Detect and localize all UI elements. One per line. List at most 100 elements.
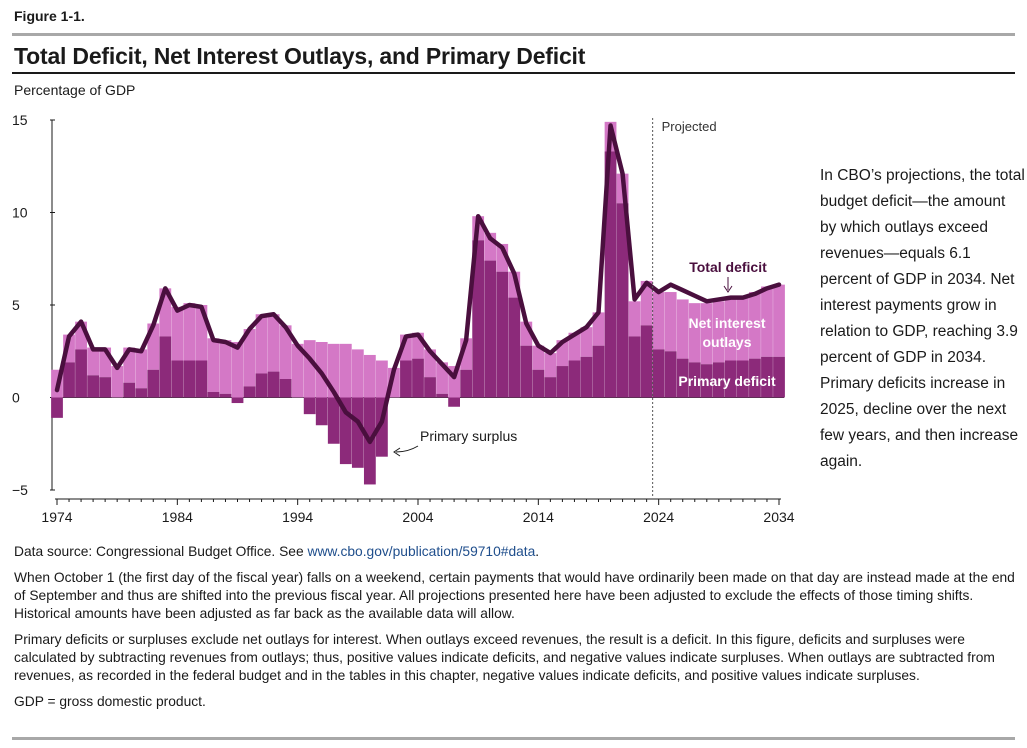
net-interest-bar (195, 305, 208, 361)
net-interest-bar (484, 232, 497, 261)
data-source: Data source: Congressional Budget Office… (14, 543, 1019, 561)
net-interest-label-1: Net interest (688, 315, 765, 331)
net-interest-bar (376, 360, 388, 398)
primary-deficit-bar (484, 260, 497, 398)
side-note: In CBO’s projections, the total budget d… (820, 167, 1025, 470)
x-tick-label: 2004 (402, 509, 433, 525)
primary-deficit-bar (712, 362, 725, 398)
net-interest-bar (111, 366, 124, 398)
note-paragraph-1: When October 1 (the first day of the fis… (14, 570, 1015, 621)
primary-deficit-bar (532, 369, 545, 398)
primary-deficit-bar (628, 336, 641, 398)
primary-deficit-bar (255, 373, 268, 398)
primary-deficit-bar (724, 360, 737, 398)
primary-deficit-bar (700, 364, 713, 398)
primary-deficit-bar (436, 393, 448, 398)
primary-surplus-bar (327, 397, 340, 444)
y-tick-label: 10 (12, 205, 28, 221)
primary-deficit-bar (412, 358, 424, 398)
net-interest-bar (688, 303, 701, 363)
primary-deficit-bar (616, 203, 629, 398)
primary-deficit-bar (207, 391, 220, 398)
net-interest-bar (400, 334, 412, 361)
primary-surplus-arrowhead (393, 447, 401, 457)
primary-deficit-bar (592, 345, 605, 398)
net-interest-bar (761, 286, 773, 357)
primary-deficit-bar (580, 356, 593, 398)
axis-ticks: 15 10 5 0 −5 1974 1984 1994 2004 2014 2024 2034 (12, 112, 795, 525)
primary-deficit-bar (279, 379, 292, 398)
primary-surplus-label: Primary surplus (420, 428, 517, 444)
net-interest-bar (724, 297, 737, 361)
x-tick-label: 1984 (162, 509, 193, 525)
net-interest-bar (291, 343, 304, 398)
notes: Data source: Congressional Budget Office… (14, 543, 1019, 719)
primary-deficit-bar (147, 369, 160, 398)
net-interest-bar (255, 314, 268, 374)
primary-deficit-bar (664, 351, 677, 398)
x-tick-label: 2014 (523, 509, 554, 525)
primary-deficit-bar (75, 349, 87, 398)
net-interest-bar (412, 332, 424, 359)
net-interest-bar (424, 349, 436, 378)
bottom-rule (12, 737, 1015, 740)
net-interest-bar (87, 347, 99, 376)
y-axis-label: Percentage of GDP (14, 82, 136, 98)
note-paragraph-3: GDP = gross domestic product. (14, 694, 206, 709)
primary-deficit-label: Primary deficit (678, 373, 776, 389)
net-interest-bar (231, 342, 244, 398)
net-interest-bar (640, 280, 653, 326)
y-tick-label: 5 (12, 297, 20, 313)
net-interest-bar (363, 354, 376, 398)
net-interest-bar (303, 340, 316, 398)
data-source-suffix: . (535, 544, 540, 559)
net-interest-bar (388, 367, 400, 398)
primary-surplus-bar (351, 397, 364, 468)
total-deficit-label: Total deficit (689, 259, 767, 275)
data-source-link[interactable]: www.cbo.gov/publication/59710#data (307, 544, 536, 559)
primary-deficit-bar (460, 369, 473, 398)
data-source-prefix: Data source: Congressional Budget Office… (14, 544, 308, 559)
primary-deficit-bar (424, 377, 436, 398)
primary-deficit-bar (640, 325, 653, 398)
primary-deficit-bar (195, 360, 208, 398)
net-interest-bar (243, 329, 256, 387)
primary-deficit-bar (63, 362, 75, 398)
top-rule (12, 33, 1015, 36)
x-tick-label: 2034 (763, 509, 794, 525)
net-interest-bar (327, 343, 340, 398)
net-interest-bar (556, 340, 569, 367)
y-tick-label: 0 (12, 390, 20, 406)
x-tick-label: 1994 (282, 509, 313, 525)
net-interest-bar (159, 288, 172, 337)
primary-surplus-bar (303, 397, 316, 415)
net-interest-bar (508, 271, 521, 298)
primary-deficit-bar (688, 362, 701, 398)
net-interest-bar (315, 342, 328, 398)
net-interest-bar (63, 334, 75, 363)
primary-surplus-bar (231, 397, 244, 404)
primary-deficit-bar (87, 375, 99, 398)
primary-deficit-bar (183, 360, 196, 398)
primary-deficit-bar (400, 360, 412, 398)
primary-deficit-bar (508, 297, 521, 398)
net-interest-bar (712, 301, 725, 363)
primary-surplus-bar (448, 397, 460, 407)
net-interest-bar (580, 327, 593, 357)
primary-deficit-bar (267, 371, 280, 398)
net-interest-bar (749, 292, 761, 359)
net-interest-bar (628, 301, 641, 337)
net-interest-bar (99, 347, 112, 378)
net-interest-bar (171, 306, 184, 361)
x-tick-label: 1974 (41, 509, 72, 525)
net-interest-bar (520, 321, 533, 346)
net-interest-bar (568, 332, 581, 361)
net-interest-bar (496, 243, 509, 272)
primary-deficit-bar (472, 240, 485, 398)
net-interest-bar (436, 362, 448, 394)
chart-title: Total Deficit, Net Interest Outlays, and… (14, 43, 586, 69)
primary-deficit-bar (123, 382, 136, 398)
primary-surplus-arrow (395, 445, 419, 453)
primary-surplus-bar (376, 397, 388, 457)
primary-deficit-bar (135, 388, 148, 398)
